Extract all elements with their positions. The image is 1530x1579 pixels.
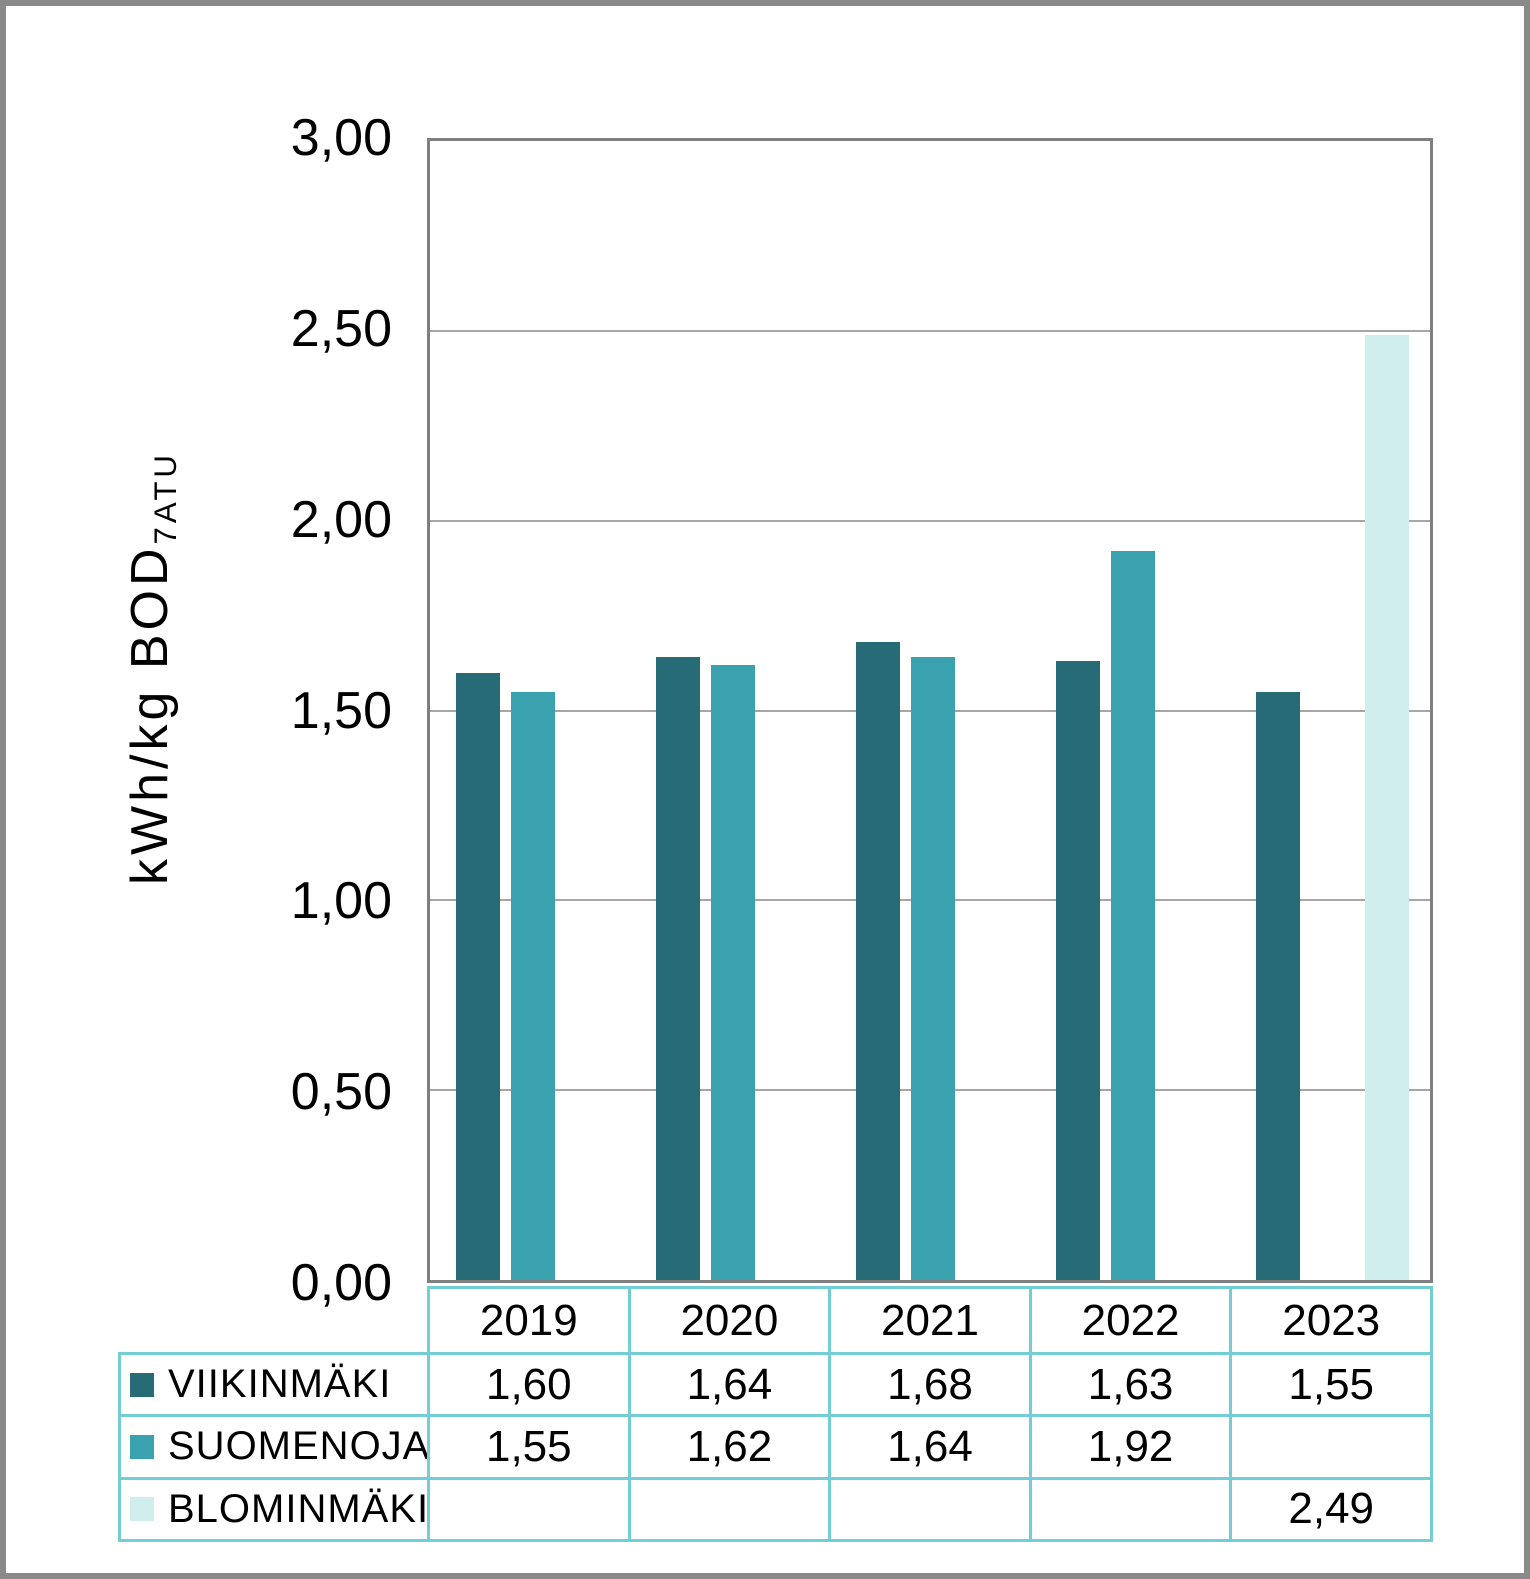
- bar-viikinma-ki-2019: [456, 672, 500, 1280]
- legend-label-viikinma-ki: VIIKINMÄKI: [168, 1362, 392, 1407]
- table-cell-suomenoja-2019: 1,55: [430, 1417, 628, 1477]
- table-cell-blominma-ki-2019: [430, 1479, 628, 1539]
- legend-swatch-blominma-ki: [130, 1497, 154, 1522]
- legend-label-suomenoja: SUOMENOJA: [168, 1424, 427, 1469]
- bar-suomenoja-2019: [510, 691, 555, 1280]
- legend-cell-suomenoja: SUOMENOJA: [121, 1417, 427, 1477]
- bar-blominma-ki-2023: [1365, 334, 1409, 1280]
- table-cell-blominma-ki-2022: [1031, 1479, 1230, 1539]
- gridline-2-50: [430, 329, 1430, 332]
- bar-suomenoja-2021: [910, 657, 955, 1280]
- plot-area: [427, 138, 1433, 1283]
- y-axis-tick-3-00: 3,00: [290, 109, 392, 167]
- data-table-year-header: 2019 2020 2021 2022 2023: [427, 1286, 1433, 1352]
- bar-viikinma-ki-2023: [1256, 691, 1300, 1280]
- gridline-2-00: [430, 519, 1430, 522]
- legend-label-blominma-ki: BLOMINMÄKI: [168, 1486, 427, 1531]
- table-cell-blominma-ki-2023: 2,49: [1232, 1479, 1430, 1539]
- y-axis-tick-2-00: 2,00: [290, 490, 392, 549]
- table-cell-viikinma-ki-2022: 1,63: [1031, 1355, 1230, 1415]
- bar-viikinma-ki-2020: [656, 657, 700, 1280]
- year-header-cell-2021: 2021: [831, 1289, 1029, 1352]
- y-axis-tick-2-50: 2,50: [290, 299, 392, 358]
- legend-cell-blominma-ki: BLOMINMÄKI: [121, 1479, 427, 1539]
- table-cell-suomenoja-2021: 1,64: [831, 1417, 1029, 1477]
- legend-cell-viikinma-ki: VIIKINMÄKI: [121, 1355, 427, 1415]
- table-cell-suomenoja-2020: 1,62: [630, 1417, 829, 1477]
- table-cell-blominma-ki-2021: [831, 1479, 1029, 1539]
- bar-suomenoja-2020: [710, 664, 755, 1280]
- table-cell-suomenoja-2023: [1232, 1417, 1430, 1477]
- year-header-cell-2023: 2023: [1232, 1289, 1430, 1352]
- year-header-cell-2019: 2019: [430, 1289, 628, 1352]
- y-axis-tick-1-00: 1,00: [290, 872, 392, 931]
- bar-viikinma-ki-2022: [1056, 661, 1100, 1280]
- table-cell-viikinma-ki-2019: 1,60: [430, 1355, 628, 1415]
- bar-viikinma-ki-2021: [856, 642, 900, 1280]
- y-axis-tick-0-50: 0,50: [290, 1063, 392, 1122]
- y-axis-tick-1-50: 1,50: [290, 681, 392, 740]
- bar-suomenoja-2022: [1110, 551, 1155, 1280]
- table-cell-blominma-ki-2020: [630, 1479, 829, 1539]
- table-cell-suomenoja-2022: 1,92: [1031, 1417, 1230, 1477]
- y-axis-tick-0-00: 0,00: [290, 1254, 392, 1312]
- legend-swatch-viikinma-ki: [130, 1372, 154, 1397]
- table-cell-viikinma-ki-2021: 1,68: [831, 1355, 1029, 1415]
- table-cell-viikinma-ki-2020: 1,64: [630, 1355, 829, 1415]
- table-cell-viikinma-ki-2023: 1,55: [1232, 1355, 1430, 1415]
- data-table-body: VIIKINMÄKI 1,60 1,64 1,68 1,63 1,55 SUOMENOJA 1…: [118, 1352, 1433, 1542]
- year-header-cell-2020: 2020: [630, 1289, 829, 1352]
- year-header-cell-2022: 2022: [1031, 1289, 1230, 1352]
- legend-swatch-suomenoja: [130, 1434, 154, 1459]
